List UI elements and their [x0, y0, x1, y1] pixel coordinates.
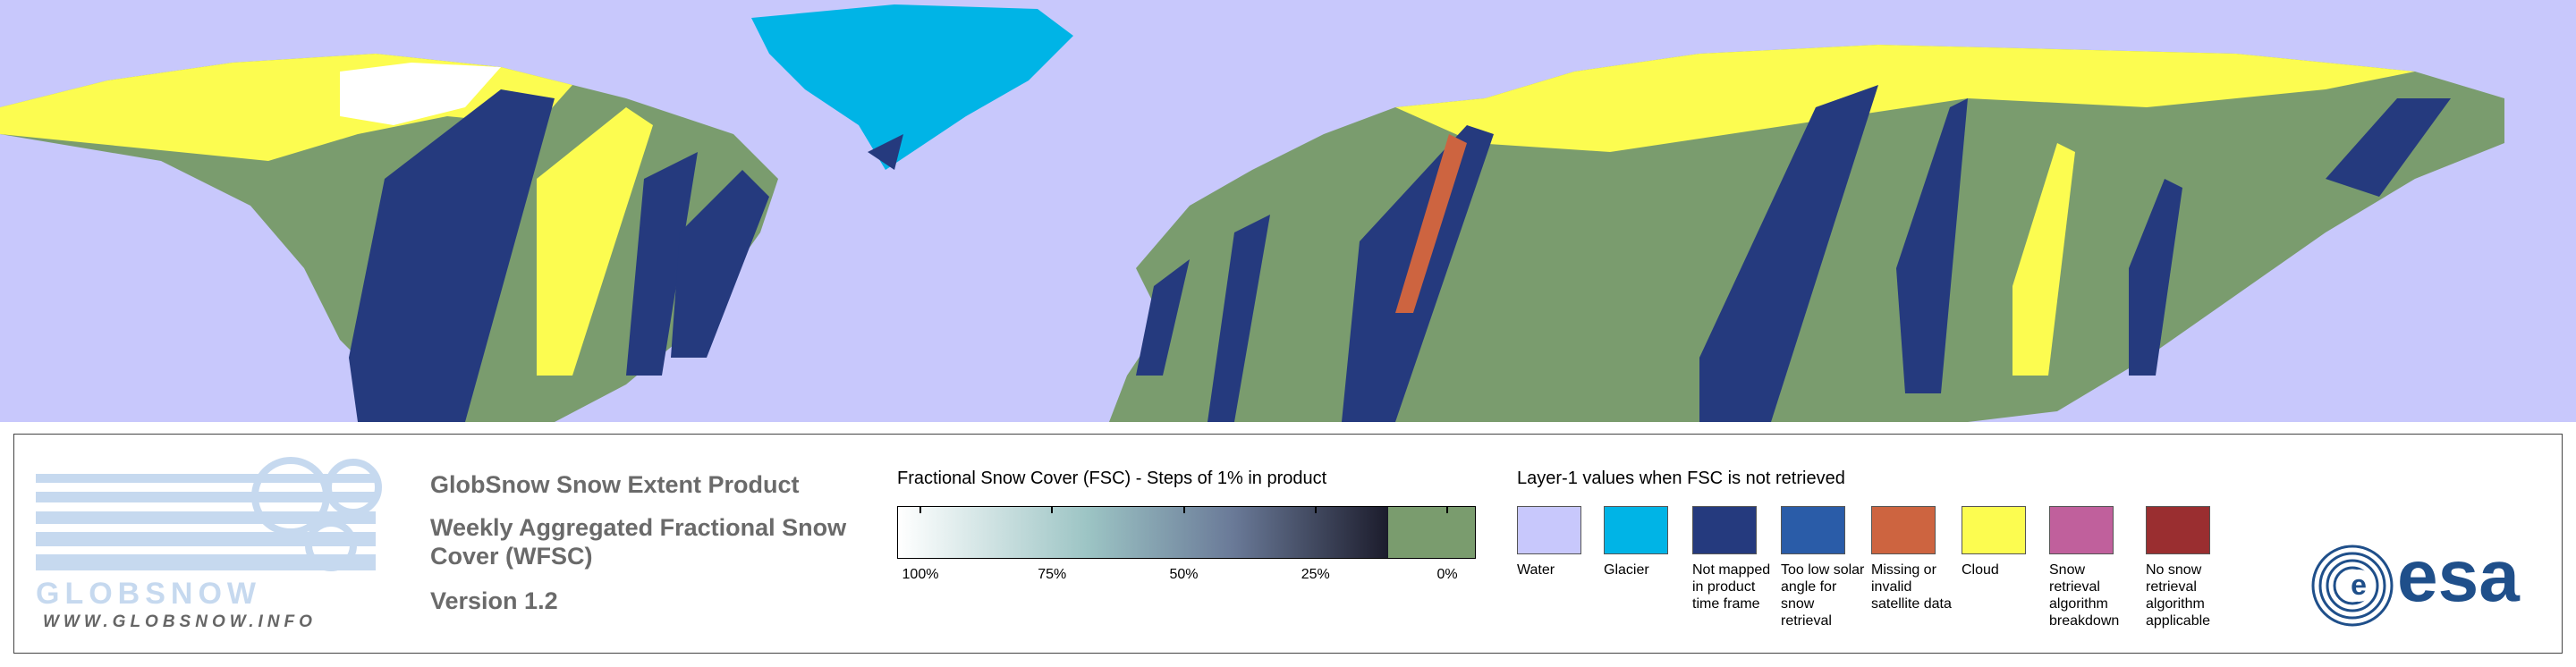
colorbar-tick-label: 100%	[902, 567, 939, 582]
product-subtitle: Weekly Aggregated Fractional Snow Cover …	[430, 514, 847, 570]
product-title: GlobSnow Snow Extent Product	[430, 471, 800, 498]
esa-logo: esa	[2397, 536, 2520, 617]
colorbar-tick	[1314, 506, 1317, 513]
legend-label: Not mapped in product time frame	[1692, 562, 1771, 612]
colorbar-tick	[1182, 506, 1185, 513]
legend-label: Snow retrieval algorithm breakdown	[2049, 562, 2120, 629]
legend-swatch	[1517, 506, 1581, 554]
legend-label: Glacier	[1604, 562, 1649, 578]
legend-swatch	[2146, 506, 2210, 554]
colorbar-tick-label: 25%	[1301, 567, 1330, 582]
colorbar-tick	[919, 506, 921, 513]
esa-emblem: e	[2311, 545, 2394, 627]
legend-label: Cloud	[1962, 562, 1999, 578]
legend-panel	[13, 434, 2563, 654]
version: Version 1.2	[430, 587, 558, 614]
legend-swatch	[1962, 506, 2026, 554]
snow-map	[0, 0, 2576, 422]
legend-swatch	[1781, 506, 1845, 554]
legend-swatch	[1604, 506, 1668, 554]
legend-swatch	[2049, 506, 2114, 554]
legend-label: No snow retrieval algorithm applicable	[2146, 562, 2211, 629]
colorbar-tick-label: 0%	[1436, 567, 1458, 582]
legend-label: Water	[1517, 562, 1555, 578]
logo-graphic	[36, 457, 382, 571]
colorbar-tick	[1446, 506, 1448, 513]
legend-swatch	[1871, 506, 1936, 554]
colorbar-title: Fractional Snow Cover (FSC) - Steps of 1…	[897, 469, 1327, 488]
colorbar	[897, 506, 1476, 559]
svg-text:e: e	[2351, 569, 2367, 601]
legend-label: Missing or invalid satellite data	[1871, 562, 1952, 612]
colorbar-tick-label: 75%	[1038, 567, 1067, 582]
colorbar-tick	[1051, 506, 1054, 513]
legend-label: Too low solar angle for snow retrieval	[1781, 562, 1865, 629]
logo-url: WWW.GLOBSNOW.INFO	[43, 612, 317, 631]
layer1-title: Layer-1 values when FSC is not retrieved	[1517, 469, 1845, 488]
legend-swatch	[1692, 506, 1757, 554]
colorbar-tick-label: 50%	[1169, 567, 1199, 582]
logo-name: GLOBSNOW	[36, 577, 261, 611]
